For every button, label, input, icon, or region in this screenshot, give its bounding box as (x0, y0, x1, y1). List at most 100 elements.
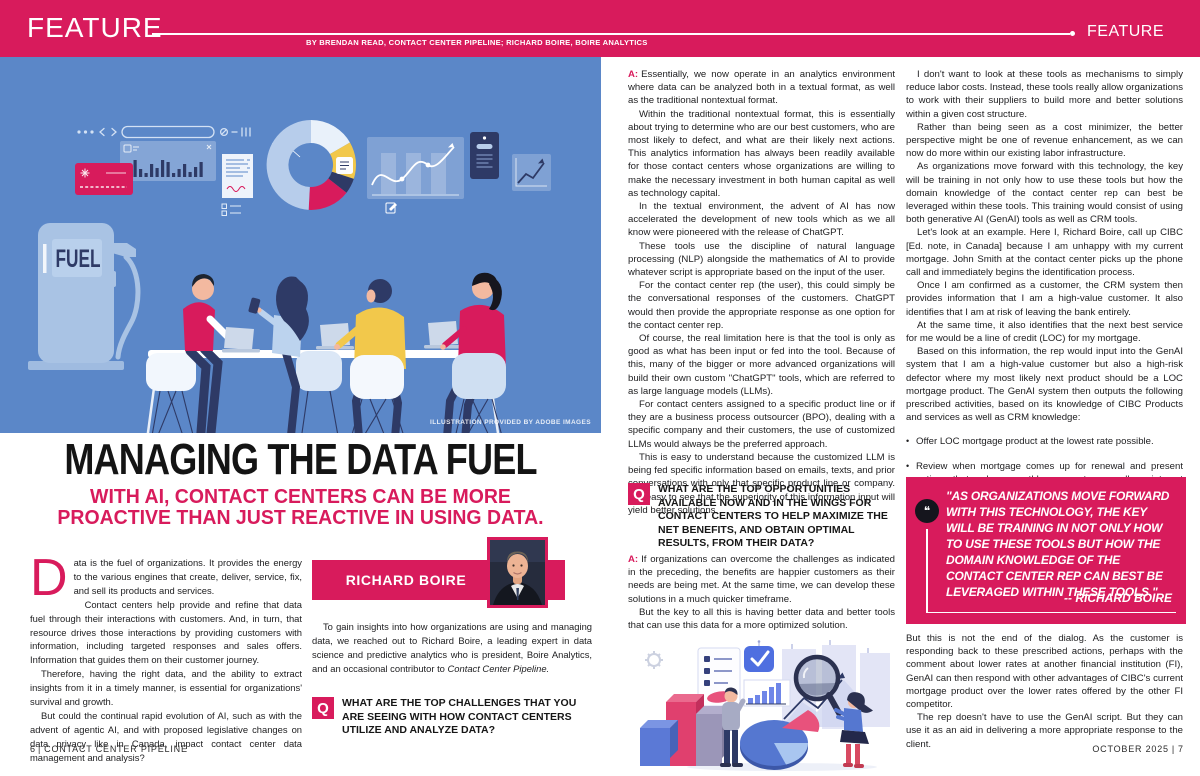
person-red-vest (146, 274, 260, 433)
answer-column-2: A: If organizations can overcome the chal… (628, 553, 895, 632)
bullet-glyph: • (906, 460, 910, 471)
intro-paragraph: Contact centers help provide and refine … (30, 598, 302, 666)
profile-name: RICHARD BOIRE (345, 572, 467, 588)
paragraph-text: If organizations can overcome the challe… (628, 554, 895, 605)
bullet-text: Offer LOC mortgage product at the lowest… (916, 436, 1154, 448)
article-subhead: WITH AI, CONTACT CENTERS CAN BE MORE PRO… (15, 486, 586, 528)
quote-icon: ❝ (915, 499, 939, 523)
answer-paragraph: A: If organizations can overcome the chal… (628, 553, 895, 606)
person-with-phone (248, 276, 342, 433)
headshot-illustration (490, 540, 545, 605)
paragraph: As organizations move forward with this … (906, 161, 1183, 226)
drop-cap: D (30, 549, 68, 607)
pull-quote-text: "AS ORGANIZATIONS MOVE FORWARD WITH THIS… (946, 489, 1170, 599)
answer-label: A: (628, 554, 639, 565)
question-text: WHAT ARE THE TOP OPPORTUNITIES AVAILABLE… (658, 483, 888, 550)
bar-3d-blue (640, 720, 678, 766)
answer-paragraph: A: Essentially, we now operate in an anal… (628, 68, 895, 108)
intro-paragraph: Therefore, having the right data, and th… (30, 668, 302, 708)
growth-chart-widget (512, 154, 551, 191)
paragraph: Once I am confirmed as a customer, the C… (906, 280, 1183, 318)
bar-chart-widget (120, 141, 216, 181)
issue-date: OCTOBER 2025 (1092, 744, 1169, 754)
publication-footer: CONTACT CENTER PIPELINE (44, 744, 188, 754)
check-badge (744, 640, 774, 672)
browser-bar-icon (77, 125, 251, 139)
mini-bar-chart (743, 679, 791, 707)
paragraph: But this is not the end of the dialog. A… (906, 633, 1183, 711)
page-number: 6 (30, 744, 36, 754)
answer-paragraph: These tools use the discipline of natura… (628, 240, 895, 279)
person-pink-shirt (424, 272, 506, 433)
magnifier-woman (793, 654, 873, 768)
question-text: WHAT ARE THE TOP CHALLENGES THAT YOU ARE… (342, 697, 577, 737)
answer-paragraph: But the key to all this is having better… (628, 606, 895, 632)
line-chart-widget (367, 137, 464, 214)
fuel-nozzle (112, 243, 136, 257)
person-observer (720, 687, 746, 767)
answer-column-1: A: Essentially, we now operate in an anal… (628, 68, 895, 517)
profile-intro: To gain insights into how organizations … (312, 620, 592, 676)
answer-paragraph: Within the traditional nontextual format… (628, 108, 895, 199)
header-rule (152, 33, 1070, 35)
analytics-illustration (640, 640, 890, 771)
paragraph: I don't want to look at these tools as m… (906, 69, 1183, 120)
intro-paragraph: But could the continual rapid evolution … (30, 709, 302, 763)
profile-photo (487, 537, 548, 608)
gear-icon (645, 651, 663, 669)
fuel-pump: FUEL (28, 223, 141, 370)
paragraph-text: To gain insights into how organizations … (312, 621, 592, 674)
question-block-2: Q WHAT ARE THE TOP OPPORTUNITIES AVAILAB… (628, 483, 896, 551)
paragraph-text: ata is the fuel of organizations. It pro… (73, 557, 302, 596)
paragraph: To gain insights into how organizations … (312, 620, 592, 676)
footer-left: 6 | CONTACT CENTER PIPELINE (30, 744, 188, 754)
bullet-glyph: • (906, 436, 910, 447)
quote-rule-vertical (926, 529, 928, 613)
paragraph: The rep doesn't have to use the GenAI sc… (906, 712, 1183, 750)
answer-paragraph: For contact centers assigned to a specif… (628, 399, 895, 450)
byline: BY BRENDAN READ, CONTACT CENTER PIPELINE… (306, 38, 648, 47)
receipt (221, 154, 253, 216)
fuel-label: FUEL (56, 245, 101, 273)
pie-chart (740, 710, 820, 770)
quote-rule-horizontal (926, 611, 1176, 613)
feature-label-right: FEATURE (1087, 23, 1164, 40)
hero-illustration: FUEL (0, 57, 601, 433)
article-title-block: MANAGING THE DATA FUEL WITH AI, CONTACT … (0, 435, 601, 529)
answer-label: A: (628, 69, 639, 80)
article-column-right: I don't want to look at these tools as m… (906, 68, 1183, 499)
edit-icon (385, 202, 397, 214)
q-badge-icon: Q (628, 483, 650, 505)
paragraph-text: Essentially, we now operate in an analyt… (628, 69, 895, 107)
q-badge-icon: Q (312, 697, 334, 719)
subhead-line-1: WITH AI, CONTACT CENTERS CAN BE MORE (90, 485, 511, 508)
closing-paragraphs: But this is not the end of the dialog. A… (906, 632, 1183, 751)
publication-name: Contact Center Pipeline. (447, 662, 550, 674)
answer-paragraph: In the textual environment, the advent o… (628, 201, 895, 239)
footer-divider: | (38, 744, 42, 754)
answer-paragraph: Of course, the real limitation here is t… (628, 333, 895, 397)
footer-divider: | (1171, 744, 1175, 754)
bullet-item: • Offer LOC mortgage product at the lowe… (906, 435, 1183, 448)
paragraph: Rather than being seen as a cost minimiz… (906, 121, 1183, 160)
feature-header-bar: FEATURE BY BRENDAN READ, CONTACT CENTER … (0, 0, 1200, 57)
feature-label-left: FEATURE (27, 12, 163, 43)
page-number: 7 (1177, 744, 1183, 754)
paragraph: At the same time, it also identifies tha… (906, 319, 1183, 345)
pull-quote-box: ❝ "AS ORGANIZATIONS MOVE FORWARD WITH TH… (906, 477, 1186, 624)
paragraph: Let's look at an example. Here I, Richar… (906, 227, 1183, 279)
answer-paragraph: This is easy to understand because the c… (628, 451, 895, 516)
question-block-1: Q WHAT ARE THE TOP CHALLENGES THAT YOU A… (312, 697, 590, 738)
donut-chart (266, 120, 356, 210)
header-rule-dot (1070, 31, 1075, 36)
article-headline: MANAGING THE DATA FUEL (64, 435, 537, 484)
illustration-credit: ILLUSTRATION PROVIDED BY ADOBE IMAGES (430, 419, 591, 426)
pull-quote-attribution: -- RICHARD BOIRE (1064, 591, 1172, 605)
person-yellow-shirt (316, 279, 406, 433)
credit-card (75, 163, 133, 195)
paragraph: Based on this information, the rep would… (906, 346, 1183, 424)
footer-right: OCTOBER 2025 | 7 (1092, 744, 1183, 754)
subhead-line-2: PROACTIVE THAN JUST REACTIVE IN USING DA… (57, 506, 544, 529)
